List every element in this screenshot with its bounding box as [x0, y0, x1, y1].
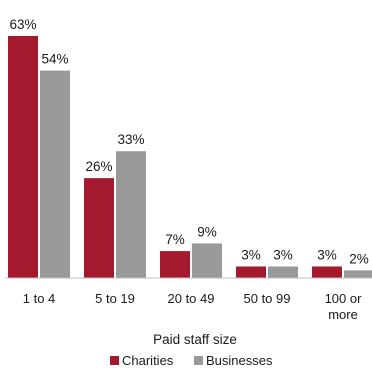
bar-charities-0 [8, 36, 38, 278]
bar-businesses-3 [268, 266, 298, 278]
bar-businesses-2 [192, 243, 222, 278]
value-label-businesses-4: 2% [349, 251, 369, 266]
value-labels-group: 63% 54% 26% 33% 7% 9% 3% 3% 3% 2% [9, 17, 368, 266]
value-label-businesses-0: 54% [41, 52, 68, 67]
bar-businesses-0 [40, 70, 70, 278]
x-tick-label-1: 5 to 19 [95, 291, 135, 306]
x-tick-label-0: 1 to 4 [23, 291, 56, 306]
value-label-businesses-1: 33% [117, 132, 144, 147]
x-axis-title: Paid staff size [153, 332, 237, 347]
value-label-businesses-3: 3% [273, 247, 293, 262]
value-label-businesses-2: 9% [197, 224, 217, 239]
bar-charities-2 [160, 251, 190, 278]
bar-charities-4 [312, 266, 342, 278]
legend-swatch-businesses [194, 356, 203, 365]
x-tick-label-4-1: more [328, 307, 358, 322]
value-label-charities-0: 63% [9, 17, 36, 32]
legend-label-charities: Charities [122, 353, 174, 368]
value-label-charities-2: 7% [165, 232, 185, 247]
x-tick-label-3: 50 to 99 [244, 291, 291, 306]
bars-group [8, 36, 372, 278]
x-tick-label-4-0: 100 or [325, 291, 363, 306]
x-tick-label-2: 20 to 49 [168, 291, 215, 306]
bar-charities-3 [236, 266, 266, 278]
legend-swatch-charities [110, 356, 119, 365]
bar-charities-1 [84, 178, 114, 278]
bar-businesses-1 [116, 151, 146, 278]
legend: Charities Businesses [110, 353, 273, 368]
value-label-charities-3: 3% [241, 247, 261, 262]
bar-businesses-4 [344, 270, 372, 278]
legend-label-businesses: Businesses [206, 353, 273, 368]
value-label-charities-1: 26% [85, 159, 112, 174]
value-label-charities-4: 3% [317, 247, 337, 262]
